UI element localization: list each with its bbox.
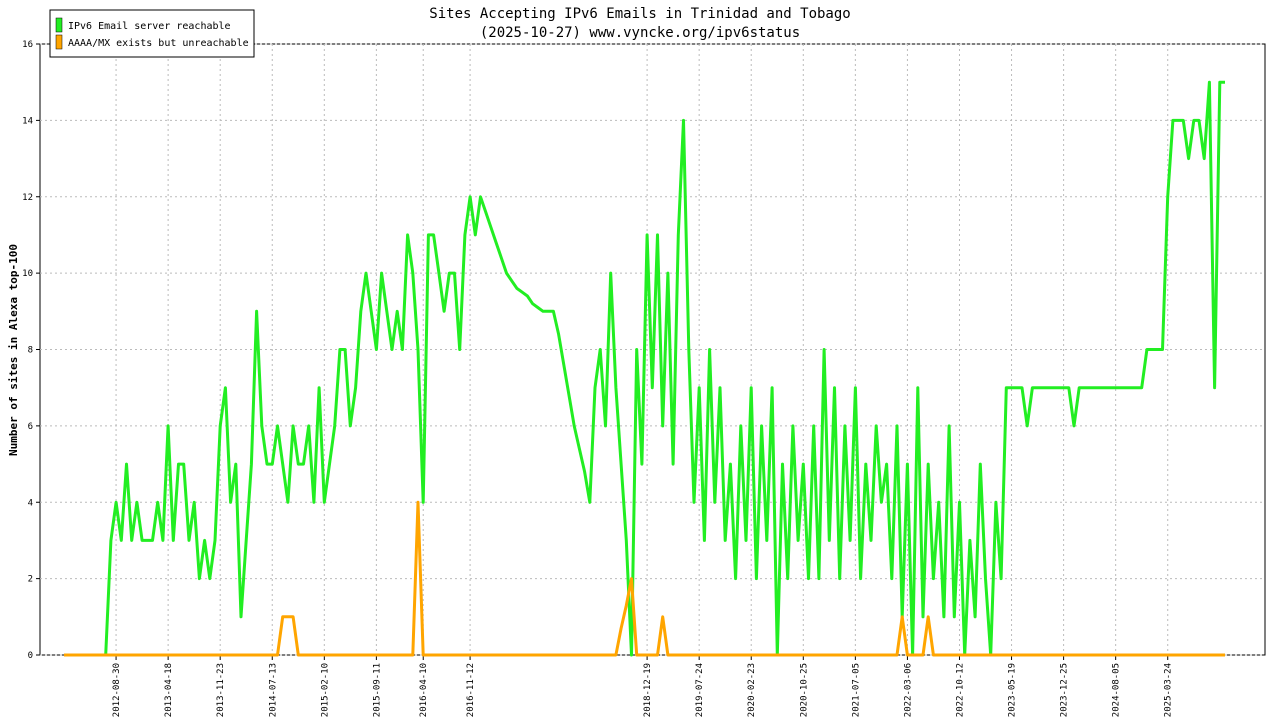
y-tick-label: 12 <box>22 193 33 203</box>
x-tick-label: 2022-03-06 <box>903 663 913 717</box>
x-tick-label: 2016-11-12 <box>466 663 476 717</box>
y-axis-label: Number of sites in Alexa top-100 <box>7 244 20 456</box>
x-tick-label: 2012-08-30 <box>112 663 122 717</box>
legend-box <box>49 9 255 58</box>
chart-subtitle: (2025-10-27) www.vyncke.org/ipv6status <box>480 25 800 41</box>
x-tick-label: 2013-04-18 <box>164 663 174 717</box>
legend-label: AAAA/MX exists but unreachable <box>68 38 249 49</box>
series-line <box>64 500 1225 657</box>
x-tick-label: 2015-02-10 <box>320 663 330 717</box>
y-tick-label: 10 <box>22 269 33 279</box>
x-tick-label: 2016-04-10 <box>419 663 429 717</box>
x-tick-label: 2021-07-05 <box>851 663 861 717</box>
y-tick-label: 8 <box>28 346 33 356</box>
x-tick-label: 2018-12-19 <box>643 663 653 717</box>
legend-swatch <box>55 17 63 33</box>
x-tick-label: 2015-09-11 <box>372 663 382 717</box>
x-tick-label: 2023-05-19 <box>1008 663 1018 717</box>
y-tick-label: 16 <box>22 40 33 50</box>
x-tick-label: 2020-02-23 <box>747 663 757 717</box>
y-tick-label: 6 <box>28 422 33 432</box>
x-tick-label: 2022-10-12 <box>955 663 965 717</box>
x-tick-label: 2023-12-25 <box>1060 663 1070 717</box>
chart-title: Sites Accepting IPv6 Emails in Trinidad … <box>429 6 850 22</box>
y-tick-label: 14 <box>22 116 33 126</box>
legend-label: IPv6 Email server reachable <box>68 21 231 32</box>
x-tick-label: 2024-08-05 <box>1112 663 1122 717</box>
x-tick-label: 2020-10-25 <box>799 663 809 717</box>
y-tick-label: 2 <box>28 575 33 585</box>
x-tick-label: 2014-07-13 <box>268 663 278 717</box>
legend-swatch <box>55 34 63 50</box>
y-tick-label: 0 <box>28 651 33 661</box>
y-tick-label: 4 <box>28 498 33 508</box>
series-line <box>104 80 1225 657</box>
x-tick-label: 2013-11-23 <box>216 663 226 717</box>
x-tick-label: 2019-07-24 <box>695 663 705 717</box>
x-tick-label: 2025-03-24 <box>1164 663 1174 717</box>
